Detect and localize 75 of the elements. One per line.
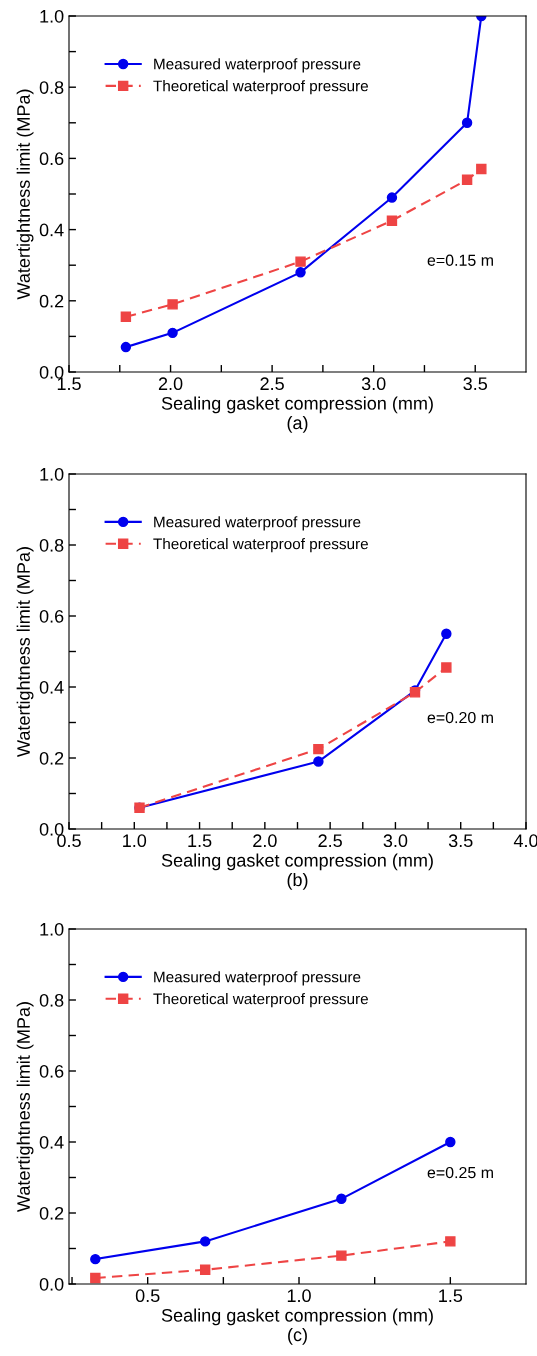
x-tick-label: 3.5: [448, 834, 473, 848]
point: [167, 327, 178, 339]
x-tick-label: 2.0: [253, 834, 277, 848]
legend-label: Measured waterproof pressure: [154, 58, 361, 73]
point: [461, 174, 473, 185]
y-tick-label: 0.8: [39, 81, 64, 94]
point: [90, 1253, 101, 1265]
legend-label: Measured waterproof pressure: [154, 971, 361, 986]
x-tick-label: 1.0: [123, 834, 147, 848]
point: [476, 163, 487, 175]
y-axis-title: Watertightness limit (MPa): [16, 1002, 34, 1212]
x-tick-label: 3.0: [361, 377, 386, 391]
point: [336, 1250, 347, 1261]
point: [313, 743, 324, 755]
point: [445, 1236, 456, 1247]
y-tick-label: 0.4: [39, 223, 64, 237]
point: [295, 267, 306, 278]
y-tick-label: 0.0: [39, 365, 64, 379]
point: [167, 299, 178, 310]
y-tick-label: 1.0: [40, 9, 64, 23]
y-tick-label: 0.8: [39, 538, 64, 552]
x-tick-label: 0.5: [135, 1289, 160, 1303]
text: (b): [287, 873, 308, 890]
annotation: e=0.25 m: [427, 1166, 493, 1179]
x-tick-label: 1.5: [439, 1289, 463, 1303]
legend-label: Theoretical waterproof pressure: [153, 538, 368, 553]
point: [441, 662, 452, 673]
x-tick-label: 0.5: [57, 834, 81, 848]
y-tick-label: 0.6: [39, 152, 64, 166]
y-tick-label: 0.0: [39, 1277, 64, 1291]
y-tick-label: 0.6: [39, 1064, 64, 1078]
point: [90, 1272, 101, 1284]
annotation: e=0.15 m: [427, 254, 493, 266]
legend-label: Measured waterproof pressure: [154, 516, 361, 531]
x-tick-label: 1.5: [188, 834, 212, 848]
point: [445, 1136, 456, 1148]
text: (a): [287, 416, 308, 433]
x-tick-label: 1.5: [57, 377, 81, 391]
point: [386, 192, 398, 203]
x-axis-title: Sealing gasket compression (mm): [161, 1308, 433, 1326]
point: [199, 1236, 211, 1247]
x-tick-label: 4.0: [513, 834, 537, 848]
x-tick-label: 2.0: [158, 377, 183, 391]
text: (c): [288, 1328, 307, 1345]
legend-label: Theoretical waterproof pressure: [153, 80, 368, 95]
x-tick-label: 2.5: [260, 377, 284, 391]
y-tick-label: 0.8: [39, 993, 64, 1007]
x-tick-label: 3.0: [383, 834, 408, 848]
y-tick-label: 0.4: [39, 1135, 64, 1149]
point: [120, 311, 132, 323]
y-axis-title: Watertightness limit (MPa): [16, 547, 34, 757]
point: [295, 256, 306, 267]
legend-label: Theoretical waterproof pressure: [153, 993, 368, 1008]
point: [120, 341, 132, 353]
annotation: e=0.20 m: [427, 711, 493, 724]
x-axis-title: Sealing gasket compression (mm): [161, 853, 433, 871]
x-tick-label: 1.0: [287, 1289, 311, 1303]
y-tick-label: 0.4: [39, 680, 64, 694]
x-tick-label: 2.5: [318, 834, 342, 848]
y-tick-label: 1.0: [40, 922, 64, 936]
point: [461, 117, 473, 129]
point: [336, 1193, 347, 1205]
y-tick-label: 0.6: [39, 609, 64, 623]
point: [199, 1264, 211, 1276]
y-tick-label: 0.0: [39, 822, 64, 836]
y-tick-label: 1.0: [40, 467, 64, 481]
x-axis-title: Sealing gasket compression (mm): [161, 396, 433, 414]
point: [441, 628, 452, 639]
y-tick-label: 0.2: [39, 294, 64, 308]
point: [386, 215, 398, 226]
point: [313, 756, 324, 767]
y-tick-label: 0.2: [39, 1206, 64, 1220]
y-tick-label: 0.2: [39, 751, 64, 765]
y-axis-title: Watertightness limit (MPa): [16, 89, 34, 300]
x-tick-label: 3.5: [463, 377, 488, 391]
